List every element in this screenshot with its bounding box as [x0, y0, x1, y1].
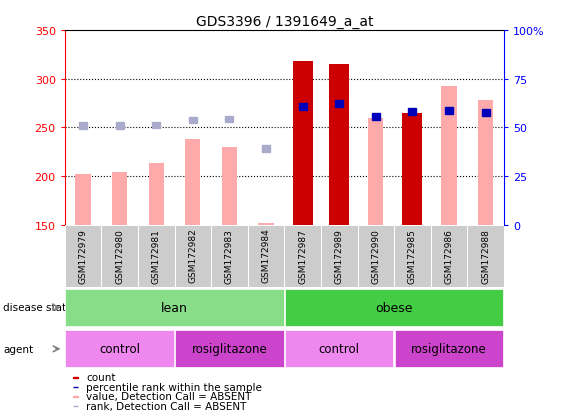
- Text: rosiglitazone: rosiglitazone: [411, 342, 487, 356]
- Bar: [329, 65, 349, 225]
- Bar: [175, 330, 284, 368]
- Text: disease state: disease state: [3, 303, 73, 313]
- Bar: [445, 108, 453, 114]
- Bar: [372, 114, 380, 120]
- Text: control: control: [99, 342, 140, 356]
- Bar: [431, 225, 467, 287]
- Text: GSM172979: GSM172979: [79, 228, 87, 283]
- Bar: [101, 225, 138, 287]
- Text: rosiglitazone: rosiglitazone: [191, 342, 267, 356]
- Bar: [152, 122, 160, 129]
- Bar: [285, 289, 503, 326]
- Bar: [73, 377, 78, 378]
- Text: GSM172989: GSM172989: [335, 228, 343, 283]
- Bar: [408, 109, 417, 115]
- Text: GSM172990: GSM172990: [372, 228, 380, 283]
- Text: GSM172983: GSM172983: [225, 228, 234, 283]
- Bar: [138, 225, 175, 287]
- Text: agent: agent: [3, 344, 33, 354]
- Text: obese: obese: [376, 301, 413, 314]
- Bar: [211, 225, 248, 287]
- Bar: [189, 117, 197, 124]
- Text: GSM172987: GSM172987: [298, 228, 307, 283]
- Bar: [481, 109, 490, 116]
- Text: control: control: [319, 342, 360, 356]
- Text: GSM172984: GSM172984: [262, 228, 270, 283]
- Bar: [258, 223, 274, 225]
- Text: lean: lean: [161, 301, 188, 314]
- Text: percentile rank within the sample: percentile rank within the sample: [86, 382, 262, 392]
- Bar: [262, 145, 270, 152]
- Bar: [149, 164, 164, 225]
- Text: GSM172985: GSM172985: [408, 228, 417, 283]
- Bar: [185, 140, 200, 225]
- Bar: [248, 225, 284, 287]
- Bar: [79, 123, 87, 130]
- Text: GSM172988: GSM172988: [481, 228, 490, 283]
- Title: GDS3396 / 1391649_a_at: GDS3396 / 1391649_a_at: [195, 14, 373, 28]
- Text: GSM172986: GSM172986: [445, 228, 453, 283]
- Bar: [284, 225, 321, 287]
- Bar: [65, 289, 284, 326]
- Bar: [321, 225, 358, 287]
- Bar: [293, 62, 312, 225]
- Text: GSM172981: GSM172981: [152, 228, 160, 283]
- Bar: [75, 175, 91, 225]
- Bar: [368, 118, 383, 225]
- Bar: [395, 330, 503, 368]
- Text: GSM172982: GSM172982: [189, 228, 197, 283]
- Text: GSM172980: GSM172980: [115, 228, 124, 283]
- Bar: [175, 225, 211, 287]
- Bar: [222, 147, 237, 225]
- Bar: [73, 396, 78, 397]
- Bar: [394, 225, 431, 287]
- Bar: [298, 104, 307, 111]
- Text: value, Detection Call = ABSENT: value, Detection Call = ABSENT: [86, 392, 252, 401]
- Bar: [65, 225, 101, 287]
- Bar: [478, 101, 493, 225]
- Bar: [335, 101, 343, 108]
- Bar: [65, 330, 174, 368]
- Bar: [358, 225, 394, 287]
- Text: rank, Detection Call = ABSENT: rank, Detection Call = ABSENT: [86, 401, 247, 411]
- Bar: [285, 330, 394, 368]
- Text: count: count: [86, 373, 116, 382]
- Bar: [115, 123, 124, 130]
- Bar: [403, 114, 422, 225]
- Bar: [112, 173, 127, 225]
- Bar: [467, 225, 504, 287]
- Bar: [225, 116, 234, 123]
- Bar: [441, 87, 457, 225]
